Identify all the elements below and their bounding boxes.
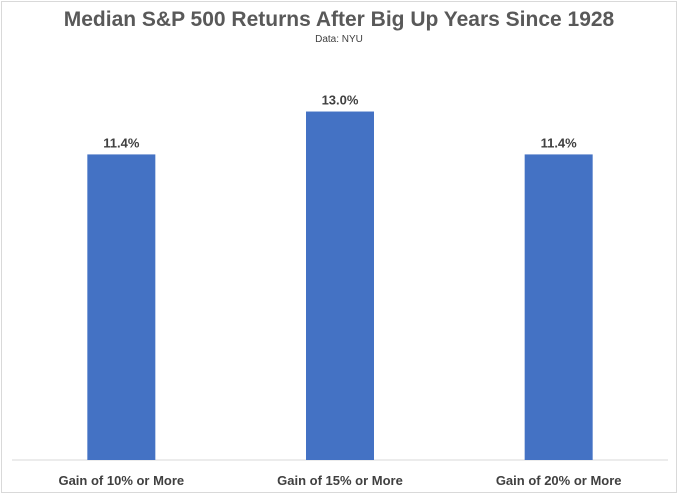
bar-2 — [306, 111, 374, 461]
data-label-1: 11.4% — [103, 135, 140, 150]
bar-3 — [524, 154, 593, 460]
data-label-3: 11.4% — [541, 135, 578, 150]
chart-subtitle: Data: NYU — [315, 34, 363, 45]
x-tick-label-1: Gain of 10% or More — [58, 473, 184, 488]
chart-title: Median S&P 500 Returns After Big Up Year… — [63, 8, 615, 31]
x-tick-label-3: Gain of 20% or More — [496, 473, 622, 488]
data-label-2: 13.0% — [322, 93, 359, 108]
x-tick-label-2: Gain of 15% or More — [277, 473, 403, 488]
bar-1 — [87, 154, 156, 460]
